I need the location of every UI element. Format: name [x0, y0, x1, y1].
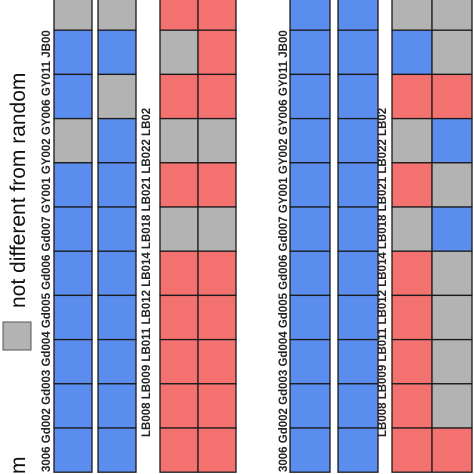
heatmap-cell	[97, 162, 137, 208]
heatmap-cell	[289, 206, 331, 252]
heatmap-cell	[289, 294, 331, 341]
heatmap-cell	[337, 338, 379, 385]
heatmap-cell	[197, 0, 237, 31]
heatmap-cell	[391, 206, 433, 252]
heatmap-cell	[197, 250, 237, 297]
heatmap-cell	[197, 338, 237, 385]
heatmap-cell	[53, 117, 93, 164]
heatmap-cell	[97, 0, 137, 31]
heatmap-cell	[337, 162, 379, 208]
row-label-strip-left: 3006 Gd002 Gd003 Gd004 Gd005 Gd006 Gd007…	[41, 30, 53, 472]
heatmap-cell	[391, 338, 433, 385]
heatmap-cell	[97, 206, 137, 252]
heatmap-cell	[391, 29, 433, 76]
heatmap-cell	[431, 73, 473, 120]
heatmap-cell	[53, 0, 93, 31]
heatmap-cell	[337, 29, 379, 76]
heatmap-cell	[53, 73, 93, 120]
heatmap-cell	[289, 29, 331, 76]
heatmap-cell	[289, 0, 331, 31]
heatmap-cell	[391, 73, 433, 120]
heatmap-cell	[431, 294, 473, 341]
heatmap-cell	[337, 294, 379, 341]
heatmap-cell	[391, 294, 433, 341]
heatmap-cell	[337, 117, 379, 164]
heatmap-cell	[159, 162, 199, 208]
heatmap-cell	[53, 29, 93, 76]
heatmap-cell	[97, 29, 137, 76]
heatmap-cell	[337, 0, 379, 31]
heatmap-cell	[289, 162, 331, 208]
heatmap-cell	[197, 29, 237, 76]
row-label-strip-right: LB008 LB009 LB011 LB012 LB014 LB018 LB02…	[377, 108, 389, 437]
heatmap-cell	[159, 73, 199, 120]
heatmap-cell	[337, 427, 379, 473]
heatmap-cell	[431, 206, 473, 252]
heatmap-cell	[337, 206, 379, 252]
heatmap-cell	[53, 162, 93, 208]
heatmap-cell	[431, 427, 473, 473]
heatmap-cell	[391, 0, 433, 31]
heatmap-cell	[431, 383, 473, 429]
heatmap-cell	[159, 250, 199, 297]
heatmap-cell	[197, 162, 237, 208]
heatmap-cell	[159, 117, 199, 164]
heatmap-cell	[53, 427, 93, 473]
heatmap-cell	[97, 250, 137, 297]
heatmap-cell	[197, 294, 237, 341]
row-label-strip-left: 3006 Gd002 Gd003 Gd004 Gd005 Gd006 Gd007…	[278, 30, 290, 472]
heatmap-cell	[197, 73, 237, 120]
heatmap-cell	[97, 117, 137, 164]
heatmap-cell	[391, 250, 433, 297]
heatmap-cell	[431, 29, 473, 76]
heatmap-cell	[391, 162, 433, 208]
heatmap-cell	[337, 73, 379, 120]
heatmap-cell	[431, 162, 473, 208]
heatmap-cell	[337, 383, 379, 429]
heatmap-cell	[53, 250, 93, 297]
legend-label-gray: not different from random	[7, 73, 30, 308]
heatmap-cell	[431, 338, 473, 385]
heatmap-cell	[431, 250, 473, 297]
heatmap-cell	[197, 206, 237, 252]
heatmap-cell	[159, 383, 199, 429]
row-label-strip-right: LB008 LB009 LB011 LB012 LB014 LB018 LB02…	[141, 108, 153, 437]
heatmap-cell	[289, 250, 331, 297]
heatmap-cell	[289, 427, 331, 473]
heatmap-cell	[159, 0, 199, 31]
heatmap-cell	[197, 383, 237, 429]
legend-label-partial: m	[7, 457, 30, 474]
heatmap-cell	[97, 338, 137, 385]
heatmap-cell	[97, 73, 137, 120]
heatmap-cell	[289, 338, 331, 385]
heatmap-cell	[159, 338, 199, 385]
heatmap-cell	[289, 73, 331, 120]
heatmap-cell	[159, 29, 199, 76]
heatmap-cell	[431, 0, 473, 31]
heatmap-cell	[53, 206, 93, 252]
heatmap-cell	[159, 206, 199, 252]
heatmap-cell	[97, 427, 137, 473]
heatmap-cell	[289, 383, 331, 429]
heatmap-cell	[53, 338, 93, 385]
heatmap-cell	[197, 427, 237, 473]
heatmap-cell	[391, 117, 433, 164]
heatmap-cell	[97, 294, 137, 341]
heatmap-cell	[159, 294, 199, 341]
heatmap-cell	[159, 427, 199, 473]
heatmap-cell	[289, 117, 331, 164]
legend-swatch-gray	[2, 321, 32, 351]
heatmap-cell	[197, 117, 237, 164]
heatmap-cell	[337, 250, 379, 297]
heatmap-cell	[53, 383, 93, 429]
heatmap-cell	[391, 427, 433, 473]
heatmap-cell	[53, 294, 93, 341]
heatmap-cell	[97, 383, 137, 429]
heatmap-cell	[431, 117, 473, 164]
heatmap-cell	[391, 383, 433, 429]
